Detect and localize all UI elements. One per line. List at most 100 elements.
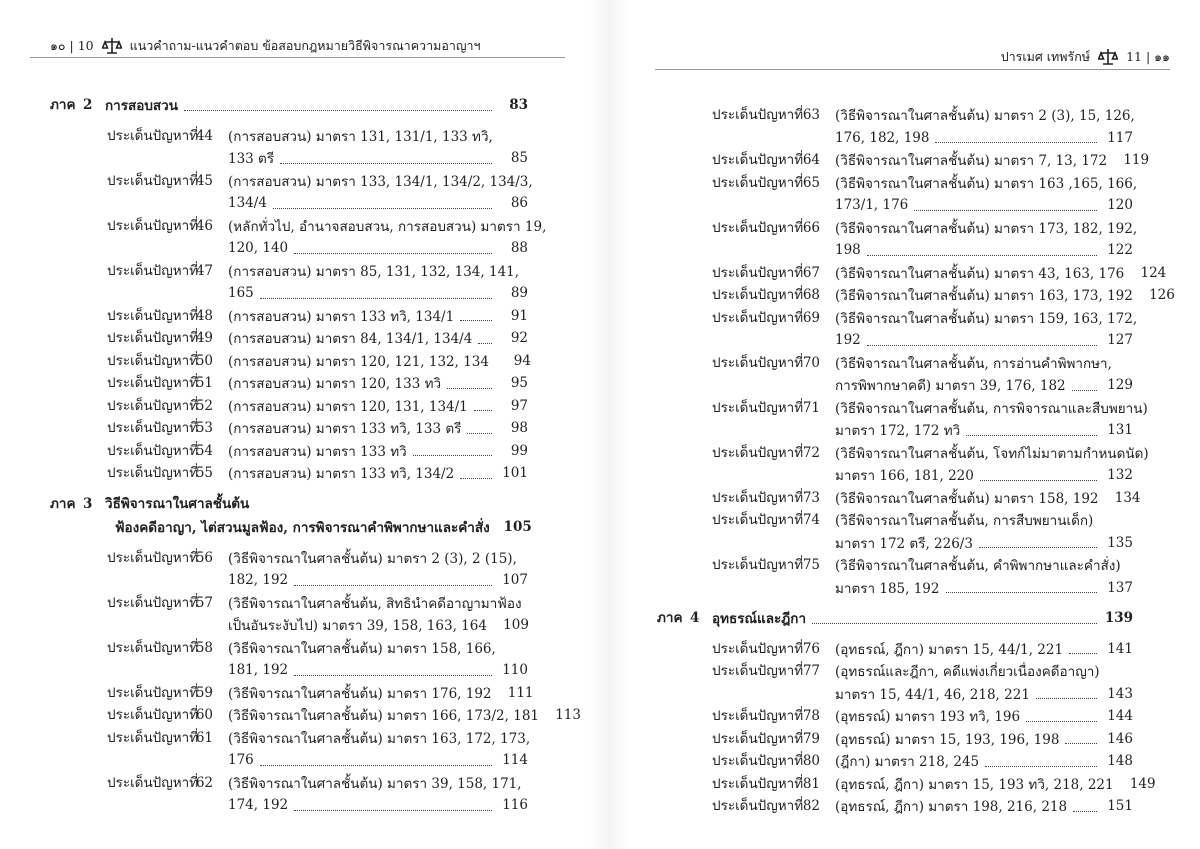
issue-number: 52 <box>195 397 213 414</box>
leader-dots <box>183 109 492 111</box>
issue-number: 54 <box>195 442 213 459</box>
toc-line: (การสอบสวน) มาตรา 133 ทวิ, 133 ตรี 98 <box>228 417 528 439</box>
issue-label: ประเด็นปัญหาที่ <box>107 594 199 611</box>
page-ref: 131 <box>1107 422 1133 438</box>
entry-text: (วิธีพิจารณาในศาลชั้นต้น, การอ่านคำพิพาก… <box>835 355 1112 372</box>
entry-text: (การสอบสวน) มาตรา 133 ทวิ, 134/2 <box>228 466 455 482</box>
issue-number: 61 <box>195 729 213 746</box>
issue-number: 82 <box>802 798 820 814</box>
page-ref: 94 <box>513 352 531 369</box>
toc-line: (การสอบสวน) มาตรา 120, 133 ทวิ 95 <box>228 372 528 394</box>
page-ref: 129 <box>1107 377 1133 393</box>
entry-text: (อุทธรณ์, ฎีกา) มาตรา 15, 44/1, 221 <box>835 641 1064 658</box>
gutter <box>590 0 630 849</box>
entry-text: (การสอบสวน) มาตรา 120, 133 ทวิ <box>228 376 442 392</box>
entry-text: 133 ตรี <box>228 151 275 167</box>
issue-label: ประเด็นปัญหาที่ <box>107 217 199 234</box>
entry-text: (อุทธรณ์, ฎีกา) มาตรา 15, 193 ทวิ, 218, … <box>835 776 1114 793</box>
toc-line: (วิธีพิจารณาในศาลชั้นต้น) มาตรา 39, 158,… <box>228 772 528 794</box>
leader-dots <box>979 479 1097 481</box>
part-title: วิธีพิจารณาในศาลชั้นต้น <box>105 495 250 512</box>
issue-label: ประเด็นปัญหาที่ <box>107 465 199 481</box>
leader-dots <box>812 622 1097 624</box>
toc-line: (การสอบสวน) มาตรา 133, 134/1, 134/2, 134… <box>228 170 533 192</box>
entry-text: การสอบสวน <box>105 98 178 114</box>
entry-text: (การสอบสวน) มาตรา 84, 134/1, 134/4 <box>228 331 473 347</box>
toc-line: (วิธีพิจารณาในศาลชั้นต้น) มาตรา 173, 182… <box>835 217 1137 239</box>
leader-dots <box>945 592 1097 593</box>
toc-line: 133 ตรี 85 <box>228 147 528 169</box>
issue-number: 72 <box>802 444 820 461</box>
issue-label: ประเด็นปัญหาที่ <box>107 375 199 391</box>
toc-line: 120, 140 88 <box>228 237 528 259</box>
leader-dots <box>985 765 1097 767</box>
issue-label: ประเด็นปัญหาที่ <box>107 420 199 436</box>
entry-text: อุทธรณ์และฎีกา <box>712 611 807 627</box>
page-number: 11 | ๑๑ <box>1126 49 1170 64</box>
entry-text: 165 <box>228 285 254 301</box>
entry-text: (หลักทั่วไป, อำนาจสอบสวน, การสอบสวน) มาต… <box>228 218 547 235</box>
page-ref: 141 <box>1107 640 1133 657</box>
leader-dots <box>866 344 1097 346</box>
leader-dots <box>294 584 492 586</box>
toc-line: (วิธีพิจารณาในศาลชั้นต้น) มาตรา 2 (3), 1… <box>835 104 1135 126</box>
toc-line: (วิธีพิจารณาในศาลชั้นต้น) มาตรา 158, 192… <box>835 487 1141 509</box>
part-label: ภาค <box>657 610 683 626</box>
leader-dots <box>1035 698 1097 699</box>
toc-line: มาตรา 185, 192 137 <box>835 577 1133 599</box>
page-ref: 95 <box>510 375 528 391</box>
toc-line: (อุทธรณ์) มาตรา 193 ทวิ, 196 144 <box>835 705 1133 727</box>
toc-line: 176 114 <box>228 749 528 771</box>
part-number: 3 <box>83 495 93 512</box>
toc-line: (การสอบสวน) มาตรา 133 ทวิ, 134/2 101 <box>228 462 528 484</box>
entry-text: 134/4 <box>228 195 267 211</box>
entry-text: ฟ้องคดีอาญา, ไต่สวนมูลฟ้อง, การพิจารณาคำ… <box>115 520 490 536</box>
toc-line: (การสอบสวน) มาตรา 133 ทวิ, 134/1 91 <box>228 305 528 327</box>
entry-text: มาตรา 172, 172 ทวิ <box>835 423 961 439</box>
part-label: ภาค <box>50 495 76 512</box>
toc-line: 176, 182, 198 117 <box>835 127 1133 149</box>
page-ref: 120 <box>1107 197 1133 213</box>
issue-label: ประเด็นปัญหาที่ <box>107 707 199 723</box>
issue-label: ประเด็นปัญหาที่ <box>712 444 804 461</box>
page-ref: 143 <box>1107 685 1133 702</box>
entry-text: 176 <box>228 752 254 768</box>
issue-label: ประเด็นปัญหาที่ <box>712 309 804 326</box>
page-ref: 127 <box>1107 332 1133 348</box>
leader-dots <box>1026 720 1097 722</box>
issue-label: ประเด็นปัญหาที่ <box>712 512 804 528</box>
toc-line: 173/1, 176 120 <box>835 194 1133 216</box>
issue-label: ประเด็นปัญหาที่ <box>712 640 804 657</box>
issue-label: ประเด็นปัญหาที่ <box>712 663 804 679</box>
issue-label: ประเด็นปัญหาที่ <box>107 172 199 189</box>
entry-text: (วิธีพิจารณาในศาลชั้นต้น) มาตรา 159, 163… <box>835 310 1138 327</box>
issue-number: 50 <box>195 352 213 369</box>
issue-number: 69 <box>802 309 820 326</box>
leader-dots <box>467 432 492 434</box>
entry-text: 181, 192 <box>228 662 289 678</box>
page-ref: 132 <box>1107 467 1133 483</box>
page-ref: 105 <box>503 519 532 535</box>
toc-line: (การสอบสวน) มาตรา 85, 131, 132, 134, 141… <box>228 260 528 282</box>
toc-line: (อุทธรณ์, ฎีกา) มาตรา 198, 216, 218 151 <box>835 795 1133 817</box>
issue-label: ประเด็นปัญหาที่ <box>712 264 804 281</box>
entry-text: (อุทธรณ์) มาตรา 193 ทวิ, 196 <box>835 709 1021 725</box>
page-ref: 99 <box>510 442 528 459</box>
issue-label: ประเด็นปัญหาที่ <box>107 307 199 324</box>
issue-label: ประเด็นปัญหาที่ <box>107 774 199 791</box>
entry-text: (การสอบสวน) มาตรา 133, 134/1, 134/2, 134… <box>228 173 533 190</box>
toc-line: (การสอบสวน) มาตรา 131, 131/1, 133 ทวิ, <box>228 125 528 147</box>
issue-number: 67 <box>802 264 820 281</box>
toc-line: การพิพากษาคดี) มาตรา 39, 176, 182 129 <box>835 374 1133 396</box>
issue-label: ประเด็นปัญหาที่ <box>712 708 804 724</box>
page-ref: 109 <box>503 617 529 633</box>
issue-label: ประเด็นปัญหาที่ <box>712 287 804 303</box>
toc-line: (การสอบสวน) มาตรา 133 ทวิ 99 <box>228 440 528 462</box>
toc-line: (วิธีพิจารณาในศาลชั้นต้น, คำพิพากษาและคำ… <box>835 554 1133 576</box>
entry-text: การพิพากษาคดี) มาตรา 39, 176, 182 <box>835 378 1066 394</box>
entry-text: (วิธีพิจารณาในศาลชั้นต้น, โจทก์ไม่มาตามก… <box>835 445 1149 462</box>
page-ref: 86 <box>510 195 528 211</box>
issue-label: ประเด็นปัญหาที่ <box>712 557 804 573</box>
page-ref: 134 <box>1114 489 1141 506</box>
page-ref: 116 <box>502 797 528 813</box>
